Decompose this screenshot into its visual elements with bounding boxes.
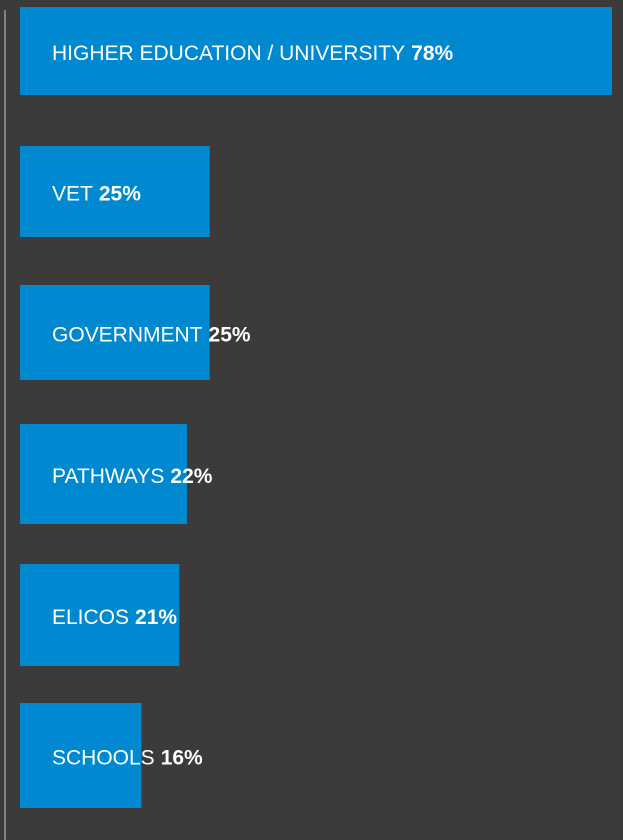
value-label: 21% — [135, 606, 177, 629]
bar — [20, 424, 187, 524]
bar — [20, 146, 210, 237]
category-label: SCHOOLS — [52, 746, 155, 769]
category-label: VET — [52, 182, 93, 205]
bar-label: ELICOS 21% — [52, 606, 177, 629]
value-label: 78% — [411, 42, 453, 65]
value-label: 22% — [170, 465, 212, 488]
value-label: 25% — [99, 182, 141, 205]
bar — [20, 285, 210, 380]
category-label: PATHWAYS — [52, 465, 164, 488]
value-label: 25% — [209, 323, 251, 346]
bar-label: HIGHER EDUCATION / UNIVERSITY 78% — [52, 42, 454, 65]
bar-label: VET 25% — [52, 182, 141, 205]
bar-label: GOVERNMENT 25% — [52, 323, 251, 346]
category-label: ELICOS — [52, 606, 129, 629]
bar — [20, 703, 142, 808]
value-label: 16% — [161, 746, 203, 769]
category-label: GOVERNMENT — [52, 323, 203, 346]
bar — [20, 7, 612, 95]
bar-label: SCHOOLS 16% — [52, 746, 203, 769]
bar-label: PATHWAYS 22% — [52, 465, 213, 488]
bar — [20, 564, 180, 666]
category-label: HIGHER EDUCATION / UNIVERSITY — [52, 42, 405, 65]
